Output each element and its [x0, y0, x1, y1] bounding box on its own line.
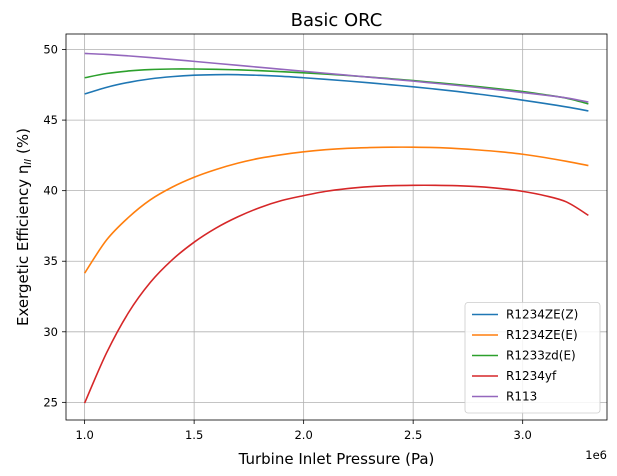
y-tick-label: 25 [43, 395, 58, 409]
x-tick-label: 1.0 [75, 428, 93, 442]
y-tick-label: 40 [43, 184, 58, 198]
legend: R1234ZE(Z) R1234ZE(E) R1233zd(E) R1234yf R11… [464, 302, 601, 414]
series-line-r1234ze-z [84, 73, 589, 112]
series-group [83, 52, 589, 404]
series-line-r113 [84, 52, 589, 103]
plot-frame [65, 33, 608, 421]
x-tick-label: 1.5 [185, 428, 203, 442]
legend-label: R113 [506, 390, 537, 404]
legend-label: R1233zd(E) [506, 349, 576, 363]
grid [66, 34, 607, 420]
x-axis-offset-label: 1e6 [585, 448, 607, 462]
series-line-r1234yf [83, 184, 589, 404]
legend-box [464, 302, 601, 414]
y-axis-label-unit: (%) [14, 128, 32, 159]
x-tick-label: 3.0 [514, 428, 532, 442]
chart-title: Basic ORC [291, 10, 383, 31]
legend-label: R1234ZE(Z) [506, 308, 578, 322]
y-tick-label: 30 [43, 325, 58, 339]
y-axis-label: Exergetic Efficiency ηII (%) [14, 128, 34, 326]
y-axis-label-sub: II [23, 159, 34, 165]
legend-label: R1234yf [506, 369, 557, 383]
x-axis-label: Turbine Inlet Pressure (Pa) [238, 450, 435, 468]
y-tick-label: 45 [43, 113, 58, 127]
legend-label: R1234ZE(E) [506, 328, 578, 342]
series-line-r1234ze-e [83, 146, 589, 274]
x-tick-label: 2.0 [294, 428, 312, 442]
y-tick-label: 50 [43, 43, 58, 57]
ticks: 1.0 1.5 2.0 2.5 3.0 25 30 35 40 45 50 [43, 43, 531, 442]
y-tick-label: 35 [43, 254, 58, 268]
x-tick-label: 2.5 [404, 428, 422, 442]
y-axis-label-main: Exergetic Efficiency η [14, 165, 32, 326]
